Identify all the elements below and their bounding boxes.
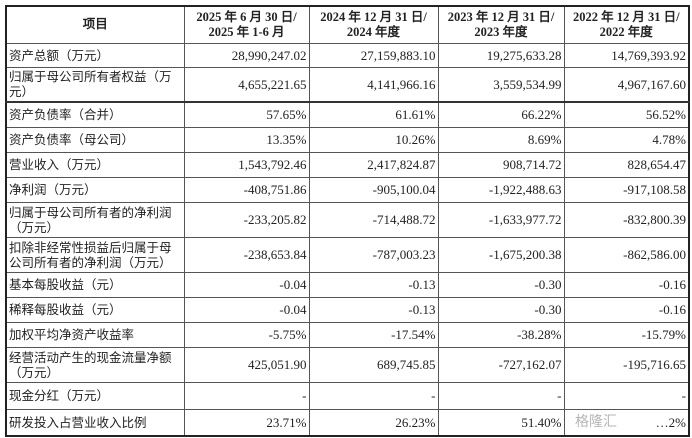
cell-value: 27,159,883.10 bbox=[308, 42, 439, 68]
cell-value: -0.16 bbox=[563, 271, 690, 298]
table-row: 加权平均净资产收益率 -5.75% -17.54% -38.28% -15.79% bbox=[5, 321, 690, 348]
cell-value: -238,653.84 bbox=[183, 236, 310, 273]
cell-value: - bbox=[183, 381, 310, 410]
cell-value: 51.40% bbox=[437, 408, 565, 437]
table-row: 资产负债率（合并） 57.65% 61.61% 66.22% 56.52% bbox=[5, 101, 690, 128]
cell-value: -0.13 bbox=[308, 296, 439, 323]
row-label: 资产负债率（母公司） bbox=[5, 126, 185, 153]
row-label: 资产总额（万元） bbox=[5, 42, 185, 68]
table-row: 经营活动产生的现金流量净额（万元） 425,051.90 689,745.85 -72… bbox=[5, 346, 690, 383]
table-row: 扣除非经常性损益后归属于母公司所有者的净利润（万元） -238,653.84 -78… bbox=[5, 236, 690, 273]
cell-value: 19,275,633.28 bbox=[437, 42, 565, 68]
header-row: 项目 2025 年 6 月 30 日/2025 年 1-6 月 2024 年 1… bbox=[5, 5, 690, 44]
cell-value: 2,417,824.87 bbox=[308, 151, 439, 178]
table-row: 研发投入占营业收入比例 23.71% 26.23% 51.40% …2% bbox=[5, 408, 690, 437]
cell-value: - bbox=[437, 381, 565, 410]
financial-summary-table: 项目 2025 年 6 月 30 日/2025 年 1-6 月 2024 年 1… bbox=[5, 5, 690, 437]
row-label: 基本每股收益（元） bbox=[5, 271, 185, 298]
cell-value: -862,586.00 bbox=[563, 236, 690, 273]
row-label: 研发投入占营业收入比例 bbox=[5, 408, 185, 437]
cell-value: 1,543,792.46 bbox=[183, 151, 310, 178]
row-label: 净利润（万元） bbox=[5, 176, 185, 203]
row-label: 稀释每股收益（元） bbox=[5, 296, 185, 323]
header-2022: 2022 年 12 月 31 日/2022 年度 bbox=[563, 5, 690, 44]
cell-value: -233,205.82 bbox=[183, 201, 310, 238]
cell-value: -714,488.72 bbox=[308, 201, 439, 238]
row-label: 加权平均净资产收益率 bbox=[5, 321, 185, 348]
cell-value: 61.61% bbox=[308, 101, 439, 128]
cell-value: -0.30 bbox=[437, 271, 565, 298]
cell-value: 57.65% bbox=[183, 101, 310, 128]
table-row: 净利润（万元） -408,751.86 -905,100.04 -1,922,488.… bbox=[5, 176, 690, 203]
row-label: 经营活动产生的现金流量净额（万元） bbox=[5, 346, 185, 383]
header-2023: 2023 年 12 月 31 日/2023 年度 bbox=[437, 5, 565, 44]
cell-value: -832,800.39 bbox=[563, 201, 690, 238]
table-row: 归属于母公司所有者的净利润（万元） -233,205.82 -714,488.72-… bbox=[5, 201, 690, 238]
cell-value: -0.30 bbox=[437, 296, 565, 323]
cell-value: 10.26% bbox=[308, 126, 439, 153]
cell-value: -0.04 bbox=[183, 271, 310, 298]
row-label: 扣除非经常性损益后归属于母公司所有者的净利润（万元） bbox=[5, 236, 185, 273]
cell-value: 908,714.72 bbox=[437, 151, 565, 178]
cell-value: -1,633,977.72 bbox=[437, 201, 565, 238]
cell-value: 23.71% bbox=[183, 408, 310, 437]
cell-value: -917,108.58 bbox=[563, 176, 690, 203]
cell-value: -0.16 bbox=[563, 296, 690, 323]
watermark-logo: 格隆汇 bbox=[575, 414, 617, 430]
cell-value: -15.79% bbox=[563, 321, 690, 348]
cell-value: 14,769,393.92 bbox=[563, 42, 690, 68]
cell-value: -1,922,488.63 bbox=[437, 176, 565, 203]
cell-value: -787,003.23 bbox=[308, 236, 439, 273]
cell-value: - bbox=[563, 381, 690, 410]
table-row: 稀释每股收益（元） -0.04 -0.13 -0.30 -0.16 bbox=[5, 296, 690, 323]
table-row: 现金分红（万元） - - - - bbox=[5, 381, 690, 410]
cell-value: -727,162.07 bbox=[437, 346, 565, 383]
table-row: 基本每股收益（元） -0.04 -0.13 -0.30 -0.16 bbox=[5, 271, 690, 298]
cell-value: 4,141,966.16 bbox=[308, 66, 439, 103]
cell-value: 425,051.90 bbox=[183, 346, 310, 383]
row-label: 归属于母公司所有者的净利润（万元） bbox=[5, 201, 185, 238]
cell-value: -5.75% bbox=[183, 321, 310, 348]
cell-value: -1,675,200.38 bbox=[437, 236, 565, 273]
cell-value: 8.69% bbox=[437, 126, 565, 153]
cell-value: …2% bbox=[563, 408, 690, 437]
header-item: 项目 bbox=[5, 5, 185, 44]
row-label: 资产负债率（合并） bbox=[5, 101, 185, 128]
cell-value: 13.35% bbox=[183, 126, 310, 153]
header-2024: 2024 年 12 月 31 日/2024 年度 bbox=[308, 5, 439, 44]
cell-value: -408,751.86 bbox=[183, 176, 310, 203]
cell-value: -0.04 bbox=[183, 296, 310, 323]
cell-value: -195,716.65 bbox=[563, 346, 690, 383]
cell-value: 26.23% bbox=[308, 408, 439, 437]
cell-value: 66.22% bbox=[437, 101, 565, 128]
cell-value: 689,745.85 bbox=[308, 346, 439, 383]
cell-value: 4.78% bbox=[563, 126, 690, 153]
cell-value: -0.13 bbox=[308, 271, 439, 298]
table-row: 营业收入（万元） 1,543,792.46 2,417,824.87 908,714.… bbox=[5, 151, 690, 178]
cell-value: 4,967,167.60 bbox=[563, 66, 690, 103]
cell-value: -38.28% bbox=[437, 321, 565, 348]
row-label: 营业收入（万元） bbox=[5, 151, 185, 178]
table-row: 归属于母公司所有者权益（万元） 4,655,221.65 4,141,966.16 3… bbox=[5, 66, 690, 103]
cell-value: -17.54% bbox=[308, 321, 439, 348]
header-2025h1: 2025 年 6 月 30 日/2025 年 1-6 月 bbox=[183, 5, 310, 44]
cell-value: 4,655,221.65 bbox=[183, 66, 310, 103]
cell-value: 3,559,534.99 bbox=[437, 66, 565, 103]
table-row: 资产总额（万元） 28,990,247.02 27,159,883.10 19,275… bbox=[5, 42, 690, 68]
cell-value: -905,100.04 bbox=[308, 176, 439, 203]
table-row: 资产负债率（母公司） 13.35% 10.26% 8.69% 4.78% bbox=[5, 126, 690, 153]
cell-value: 28,990,247.02 bbox=[183, 42, 310, 68]
cell-value: 828,654.47 bbox=[563, 151, 690, 178]
row-label: 归属于母公司所有者权益（万元） bbox=[5, 66, 185, 103]
cell-value: 56.52% bbox=[563, 101, 690, 128]
row-label: 现金分红（万元） bbox=[5, 381, 185, 410]
cell-value: - bbox=[308, 381, 439, 410]
